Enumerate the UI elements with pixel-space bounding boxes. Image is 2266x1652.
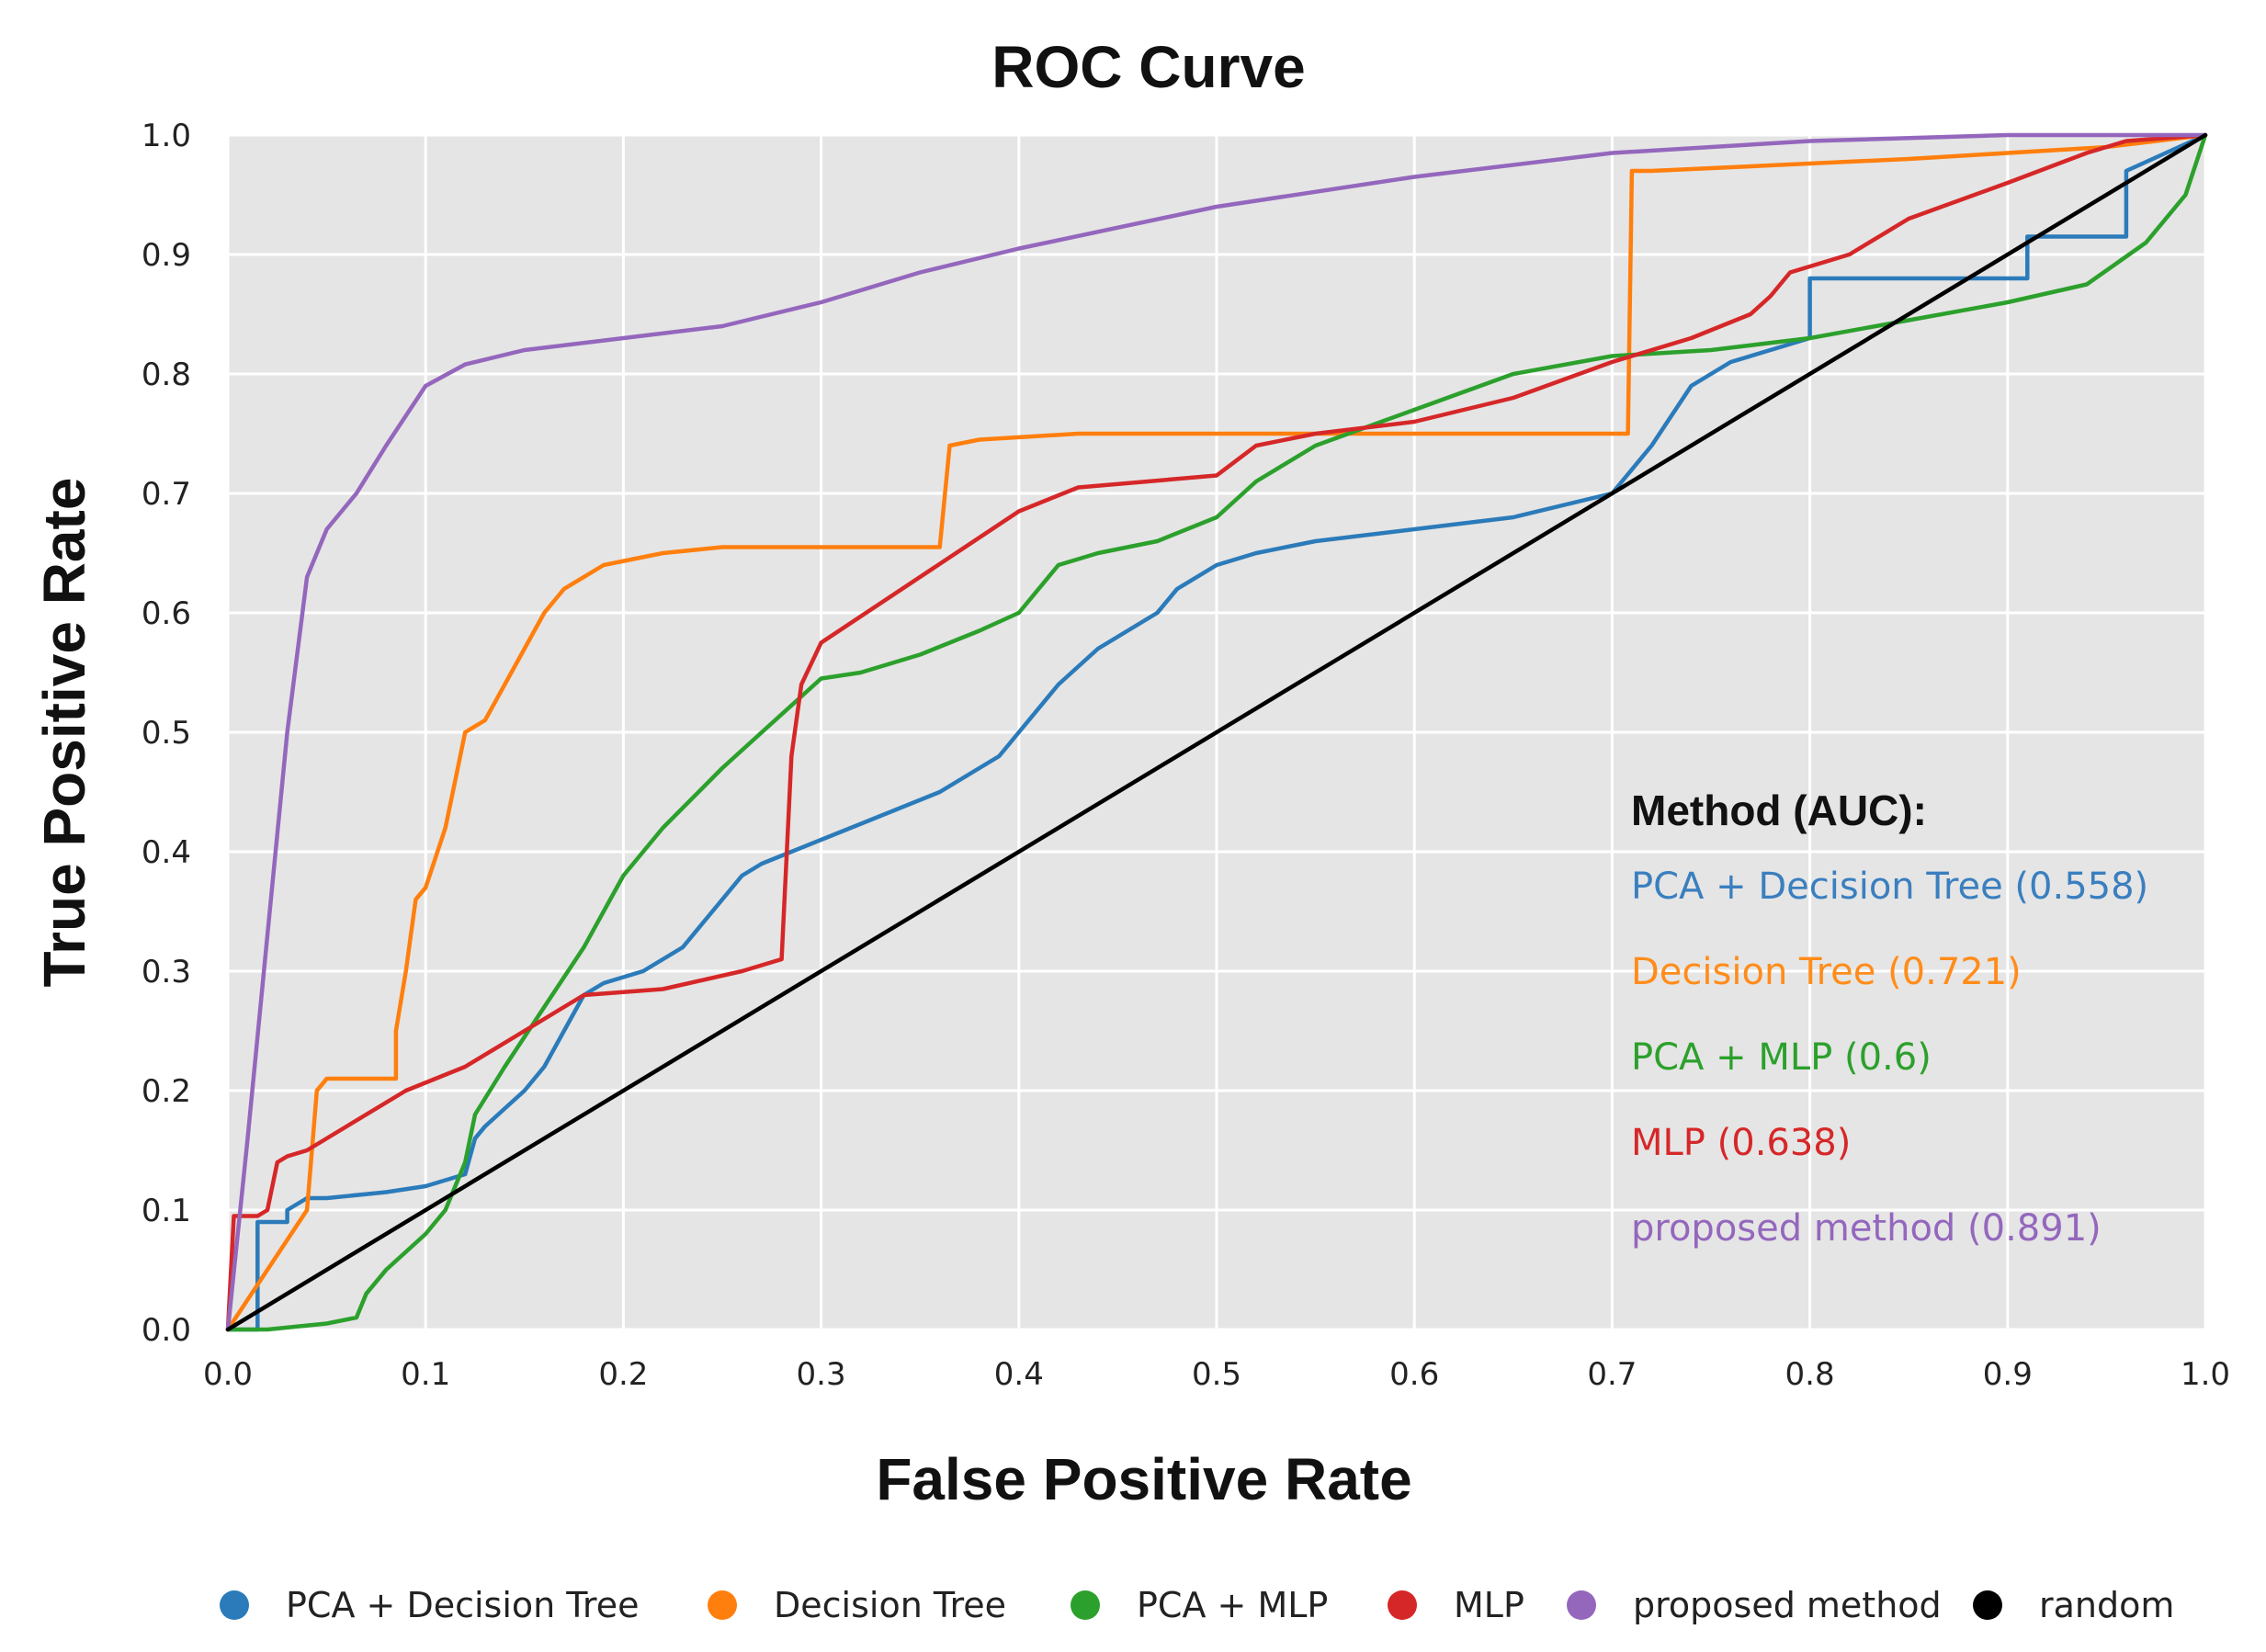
auc-annotation: Method (AUC): PCA + Decision Tree (0.558… <box>1631 786 2148 1250</box>
x-tick-label: 0.9 <box>1983 1356 2033 1393</box>
legend-marker-random <box>1973 1590 2002 1620</box>
x-tick-label: 0.1 <box>401 1356 450 1393</box>
chart-title: ROC Curve <box>991 34 1305 100</box>
y-axis-label: True Positive Rate <box>31 478 97 988</box>
y-axis-ticks: 0.0 0.1 0.2 0.3 0.4 0.5 0.6 0.7 0.8 0.9 1.0 <box>142 118 191 1349</box>
x-tick-label: 0.5 <box>1192 1356 1241 1393</box>
series-line-random <box>225 132 2208 1332</box>
x-tick-label: 0.4 <box>994 1356 1044 1393</box>
series-line-proposed-method <box>225 132 2208 1332</box>
y-tick-label: 0.5 <box>142 715 191 752</box>
series-line-mlp <box>225 132 2208 1332</box>
legend-label-decision-tree: Decision Tree <box>774 1585 1006 1625</box>
x-tick-label: 0.6 <box>1389 1356 1439 1393</box>
y-tick-label: 0.0 <box>142 1312 191 1349</box>
y-tick-label: 0.6 <box>142 595 191 632</box>
y-tick-label: 0.2 <box>142 1073 191 1110</box>
series-line-decision-tree <box>225 132 2208 1332</box>
x-tick-label: 0.2 <box>598 1356 648 1393</box>
series-lines <box>225 132 2208 1332</box>
annotation-entry: Decision Tree (0.721) <box>1631 951 2022 993</box>
bottom-legend: PCA + Decision Tree Decision Tree PCA + ML… <box>220 1585 2174 1625</box>
y-tick-label: 0.7 <box>142 476 191 513</box>
annotation-heading: Method (AUC): <box>1631 786 1927 834</box>
x-axis-label: False Positive Rate <box>876 1446 1411 1512</box>
legend-label-mlp: MLP <box>1454 1585 1524 1625</box>
legend-label-proposed-method: proposed method <box>1633 1585 1942 1625</box>
legend-marker-pca-decision-tree <box>220 1590 249 1620</box>
x-axis-ticks: 0.0 0.1 0.2 0.3 0.4 0.5 0.6 0.7 0.8 0.9 1.0 <box>203 1356 2230 1393</box>
y-tick-label: 0.3 <box>142 954 191 990</box>
x-tick-label: 0.0 <box>203 1356 253 1393</box>
legend-marker-decision-tree <box>708 1590 737 1620</box>
legend-label-pca-mlp: PCA + MLP <box>1137 1585 1328 1625</box>
series-line-pca-decision-tree <box>225 132 2208 1332</box>
legend-label-random: random <box>2039 1585 2174 1625</box>
x-tick-label: 1.0 <box>2181 1356 2230 1393</box>
legend-marker-proposed-method <box>1567 1590 1596 1620</box>
y-tick-label: 1.0 <box>142 118 191 154</box>
legend-label-pca-decision-tree: PCA + Decision Tree <box>286 1585 639 1625</box>
annotation-entry: PCA + MLP (0.6) <box>1631 1036 1932 1079</box>
legend-marker-mlp <box>1388 1590 1417 1620</box>
y-tick-label: 0.8 <box>142 356 191 393</box>
annotation-entry: MLP (0.638) <box>1631 1122 1851 1164</box>
y-tick-label: 0.4 <box>142 834 191 871</box>
annotation-entry: proposed method (0.891) <box>1631 1207 2102 1250</box>
x-tick-label: 0.7 <box>1587 1356 1637 1393</box>
annotation-entry: PCA + Decision Tree (0.558) <box>1631 866 2148 908</box>
y-tick-label: 0.9 <box>142 237 191 274</box>
legend-marker-pca-mlp <box>1071 1590 1100 1620</box>
x-tick-label: 0.8 <box>1785 1356 1835 1393</box>
x-tick-label: 0.3 <box>797 1356 846 1393</box>
series-line-pca-mlp <box>225 132 2208 1332</box>
y-tick-label: 0.1 <box>142 1193 191 1229</box>
